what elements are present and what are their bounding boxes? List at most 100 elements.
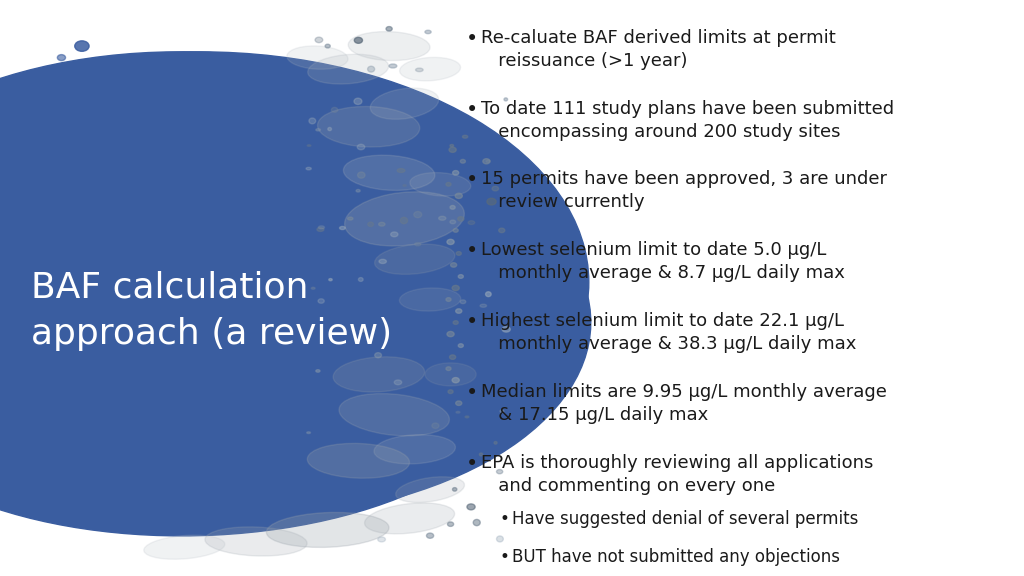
Text: •: • <box>466 29 478 49</box>
Text: •: • <box>466 383 478 403</box>
Ellipse shape <box>326 44 330 48</box>
Ellipse shape <box>400 217 408 223</box>
Ellipse shape <box>340 226 345 230</box>
Ellipse shape <box>415 242 421 246</box>
Ellipse shape <box>343 155 435 191</box>
Ellipse shape <box>339 393 450 436</box>
Ellipse shape <box>459 275 463 278</box>
Ellipse shape <box>379 222 385 226</box>
Ellipse shape <box>447 522 454 526</box>
Ellipse shape <box>438 216 445 220</box>
Ellipse shape <box>457 252 461 255</box>
Ellipse shape <box>356 190 360 192</box>
Ellipse shape <box>453 488 457 491</box>
Ellipse shape <box>446 298 451 301</box>
Ellipse shape <box>374 435 456 464</box>
Ellipse shape <box>395 477 465 502</box>
Ellipse shape <box>307 145 311 146</box>
Ellipse shape <box>329 279 332 281</box>
Ellipse shape <box>465 416 469 418</box>
Ellipse shape <box>379 259 386 263</box>
Ellipse shape <box>486 160 490 162</box>
Ellipse shape <box>354 37 362 43</box>
Ellipse shape <box>456 411 460 413</box>
Text: •: • <box>466 170 478 191</box>
Ellipse shape <box>494 441 497 444</box>
Ellipse shape <box>359 330 362 332</box>
Ellipse shape <box>354 98 361 104</box>
Ellipse shape <box>309 118 315 124</box>
Ellipse shape <box>500 410 504 412</box>
Ellipse shape <box>425 363 476 386</box>
Ellipse shape <box>410 173 471 196</box>
Ellipse shape <box>0 52 539 455</box>
Text: Highest selenium limit to date 22.1 μg/L
   monthly average & 38.3 μg/L daily ma: Highest selenium limit to date 22.1 μg/L… <box>481 312 857 353</box>
Text: Have suggested denial of several permits: Have suggested denial of several permits <box>512 510 858 528</box>
Ellipse shape <box>287 46 348 69</box>
Ellipse shape <box>397 169 404 172</box>
Ellipse shape <box>357 172 365 178</box>
Ellipse shape <box>375 353 382 358</box>
Ellipse shape <box>461 160 465 163</box>
Ellipse shape <box>459 344 463 347</box>
Ellipse shape <box>483 158 489 164</box>
Ellipse shape <box>425 31 431 33</box>
Ellipse shape <box>497 536 504 542</box>
Ellipse shape <box>460 300 466 304</box>
Ellipse shape <box>449 147 457 153</box>
Text: Re-caluate BAF derived limits at permit
   reissuance (>1 year): Re-caluate BAF derived limits at permit … <box>481 29 836 70</box>
Text: BAF calculation
approach (a review): BAF calculation approach (a review) <box>31 271 392 351</box>
Ellipse shape <box>307 432 310 434</box>
Ellipse shape <box>485 292 492 297</box>
Ellipse shape <box>307 444 410 478</box>
Ellipse shape <box>403 184 407 187</box>
Text: BUT have not submitted any objections: BUT have not submitted any objections <box>512 548 840 566</box>
Ellipse shape <box>456 309 462 313</box>
Ellipse shape <box>375 244 455 274</box>
Ellipse shape <box>399 288 461 311</box>
Ellipse shape <box>426 533 434 539</box>
Ellipse shape <box>205 527 307 556</box>
Ellipse shape <box>493 186 499 191</box>
Ellipse shape <box>487 198 496 205</box>
Ellipse shape <box>386 26 392 31</box>
Ellipse shape <box>0 144 479 513</box>
Text: To date 111 study plans have been submitted
   encompassing around 200 study sit: To date 111 study plans have been submit… <box>481 100 894 141</box>
Ellipse shape <box>502 327 510 332</box>
Ellipse shape <box>449 390 453 393</box>
Ellipse shape <box>0 58 531 403</box>
Ellipse shape <box>458 217 464 221</box>
Ellipse shape <box>143 535 225 559</box>
Ellipse shape <box>463 135 468 138</box>
Text: •: • <box>500 548 510 566</box>
Ellipse shape <box>446 367 451 370</box>
Ellipse shape <box>389 64 397 68</box>
Ellipse shape <box>357 144 365 150</box>
Ellipse shape <box>467 504 475 510</box>
Text: •: • <box>466 454 478 474</box>
Ellipse shape <box>446 331 455 337</box>
Ellipse shape <box>308 54 388 84</box>
Ellipse shape <box>450 355 456 359</box>
Ellipse shape <box>311 287 315 289</box>
Ellipse shape <box>473 520 480 526</box>
Ellipse shape <box>365 503 455 534</box>
Ellipse shape <box>318 226 325 229</box>
Ellipse shape <box>0 86 563 444</box>
Ellipse shape <box>0 202 529 536</box>
Ellipse shape <box>368 66 375 72</box>
Text: EPA is thoroughly reviewing all applications
   and commenting on every one: EPA is thoroughly reviewing all applicat… <box>481 454 873 495</box>
Ellipse shape <box>451 263 457 267</box>
Ellipse shape <box>455 193 463 199</box>
Ellipse shape <box>318 299 325 304</box>
Ellipse shape <box>347 217 353 220</box>
Ellipse shape <box>378 537 385 542</box>
Ellipse shape <box>0 127 591 518</box>
Ellipse shape <box>358 278 364 282</box>
Ellipse shape <box>266 513 389 547</box>
Ellipse shape <box>75 41 89 51</box>
Ellipse shape <box>480 304 486 308</box>
Ellipse shape <box>399 58 461 81</box>
Ellipse shape <box>315 370 319 372</box>
Ellipse shape <box>450 220 456 223</box>
